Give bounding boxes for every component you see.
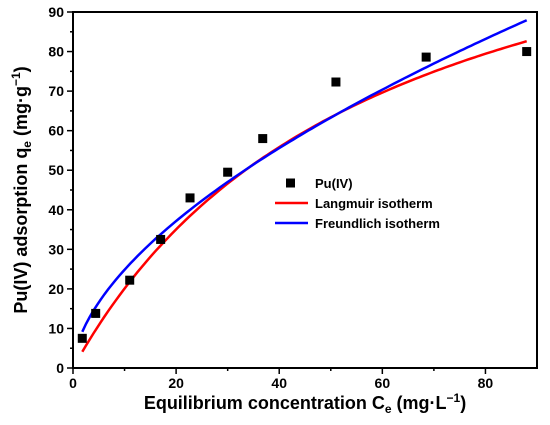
x-axis-title-unit: (mg·L bbox=[392, 393, 447, 413]
series-layer bbox=[77, 19, 532, 353]
y-tick-label: 0 bbox=[56, 360, 64, 376]
tick-layer: 0 20 40 60 80 0 10 20 30 40 50 60 70 80 90 bbox=[48, 4, 493, 391]
x-axis-title-unit-sup: −1 bbox=[447, 391, 461, 405]
plot-frame bbox=[72, 11, 538, 369]
y-axis-title-unit: (mg·g bbox=[11, 86, 31, 141]
legend-label-langmuir: Langmuir isotherm bbox=[315, 196, 433, 211]
data-point bbox=[77, 333, 87, 343]
data-point bbox=[156, 234, 166, 244]
x-tick-label: 0 bbox=[69, 375, 77, 391]
legend: Pu(IV) Langmuir isotherm Freundlich isot… bbox=[275, 176, 440, 231]
data-point bbox=[258, 134, 268, 144]
y-axis-title-sub: e bbox=[20, 141, 34, 148]
y-tick-label: 60 bbox=[48, 123, 64, 139]
freundlich-curve bbox=[81, 19, 528, 333]
data-point bbox=[421, 52, 431, 62]
x-tick-label: 80 bbox=[478, 375, 494, 391]
data-point bbox=[91, 308, 101, 318]
data-point bbox=[522, 47, 532, 57]
x-axis-title-main: Equilibrium concentration C bbox=[144, 393, 385, 413]
y-axis-title-main: Pu(IV) adsorption q bbox=[11, 148, 31, 314]
data-point bbox=[185, 193, 195, 203]
x-tick-label: 20 bbox=[168, 375, 184, 391]
y-axis-title-unit-sup: −1 bbox=[9, 72, 23, 86]
x-axis-title: Equilibrium concentration Ce (mg·L−1) bbox=[144, 391, 466, 416]
y-tick-label: 40 bbox=[48, 202, 64, 218]
legend-marker-pu-iv bbox=[286, 178, 295, 188]
x-axis-title-close: ) bbox=[460, 393, 466, 413]
y-tick-label: 20 bbox=[48, 281, 64, 297]
y-tick-label: 90 bbox=[48, 4, 64, 20]
x-tick-label: 40 bbox=[271, 375, 287, 391]
legend-label-freundlich: Freundlich isotherm bbox=[315, 216, 440, 231]
langmuir-curve bbox=[81, 40, 528, 353]
y-tick-label: 30 bbox=[48, 241, 64, 257]
x-axis-title-sub: e bbox=[385, 402, 392, 416]
data-point bbox=[331, 77, 341, 87]
legend-label-pu-iv: Pu(IV) bbox=[315, 176, 353, 191]
y-tick-label: 10 bbox=[48, 320, 64, 336]
y-tick-label: 80 bbox=[48, 44, 64, 60]
y-tick-label: 50 bbox=[48, 162, 64, 178]
y-axis-title: Pu(IV) adsorption qe (mg·g−1) bbox=[9, 66, 34, 313]
y-tick-label: 70 bbox=[48, 83, 64, 99]
y-axis-title-close: ) bbox=[11, 66, 31, 72]
x-tick-label: 60 bbox=[375, 375, 391, 391]
data-point bbox=[125, 275, 135, 285]
data-point bbox=[223, 167, 233, 177]
